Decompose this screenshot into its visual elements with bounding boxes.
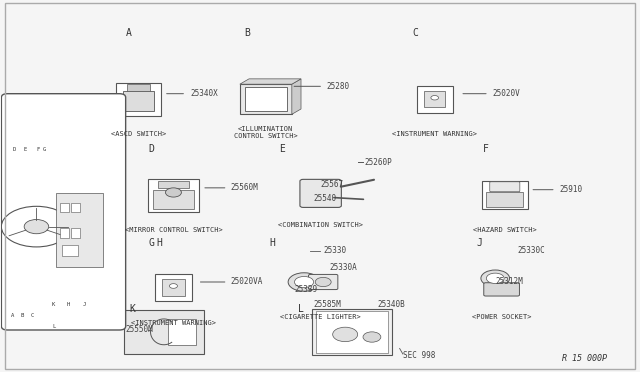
Circle shape [316, 278, 331, 286]
Text: 25260P: 25260P [365, 157, 392, 167]
FancyBboxPatch shape [245, 87, 287, 111]
FancyBboxPatch shape [417, 86, 452, 112]
Text: SEC 998: SEC 998 [403, 351, 435, 360]
Text: <MIRROR CONTROL SWITCH>: <MIRROR CONTROL SWITCH> [125, 227, 222, 233]
Text: 25340X: 25340X [191, 89, 218, 98]
FancyBboxPatch shape [240, 84, 292, 114]
Circle shape [486, 273, 504, 283]
Text: <ILLUMINATION
CONTROL SWITCH>: <ILLUMINATION CONTROL SWITCH> [234, 126, 298, 139]
Text: H: H [157, 238, 163, 248]
Text: K: K [129, 304, 135, 314]
Text: D: D [148, 144, 154, 154]
FancyBboxPatch shape [72, 228, 81, 238]
Text: L: L [52, 324, 55, 329]
FancyBboxPatch shape [123, 91, 154, 111]
Text: G: G [148, 238, 154, 248]
FancyBboxPatch shape [56, 193, 103, 267]
Text: E: E [24, 147, 28, 151]
Text: <INSTRUMENT WARNING>: <INSTRUMENT WARNING> [131, 320, 216, 326]
Text: L: L [298, 304, 304, 314]
FancyBboxPatch shape [148, 179, 199, 212]
Text: 25550M: 25550M [125, 326, 154, 334]
Text: 25340B: 25340B [378, 300, 405, 309]
Text: B: B [244, 28, 250, 38]
Circle shape [288, 273, 320, 291]
Text: C: C [413, 28, 419, 38]
Text: A: A [12, 313, 15, 318]
FancyBboxPatch shape [155, 273, 192, 301]
Text: <POWER SOCKET>: <POWER SOCKET> [472, 314, 531, 320]
Polygon shape [240, 79, 301, 84]
Text: 25330A: 25330A [330, 263, 357, 272]
FancyBboxPatch shape [153, 190, 194, 209]
FancyArrowPatch shape [341, 180, 374, 187]
Text: 25567: 25567 [320, 180, 343, 189]
Text: C: C [30, 313, 34, 318]
Circle shape [294, 276, 314, 288]
Polygon shape [292, 79, 301, 114]
FancyBboxPatch shape [62, 245, 78, 256]
FancyBboxPatch shape [60, 228, 69, 238]
Text: 25020V: 25020V [492, 89, 520, 98]
Text: <ASCD SWITCH>: <ASCD SWITCH> [111, 131, 166, 137]
Text: B: B [20, 313, 24, 318]
FancyBboxPatch shape [60, 203, 69, 212]
FancyBboxPatch shape [1, 94, 125, 330]
Circle shape [170, 284, 177, 288]
Text: <COMBINATION SWITCH>: <COMBINATION SWITCH> [278, 222, 362, 228]
Text: <INSTRUMENT WARNING>: <INSTRUMENT WARNING> [392, 131, 477, 137]
FancyBboxPatch shape [127, 84, 150, 91]
FancyBboxPatch shape [300, 179, 341, 208]
Text: H: H [67, 302, 70, 307]
FancyBboxPatch shape [482, 181, 528, 209]
FancyBboxPatch shape [168, 319, 196, 345]
Text: G: G [43, 147, 46, 151]
Circle shape [481, 270, 509, 286]
Text: 25020VA: 25020VA [231, 278, 263, 286]
Text: 25339: 25339 [294, 285, 317, 294]
Text: 25910: 25910 [559, 185, 582, 194]
Circle shape [24, 219, 49, 234]
Text: J: J [476, 238, 483, 248]
FancyBboxPatch shape [424, 91, 445, 107]
Circle shape [431, 96, 438, 100]
FancyBboxPatch shape [124, 310, 204, 354]
Text: R 15 000P: R 15 000P [562, 354, 607, 363]
FancyBboxPatch shape [116, 83, 161, 116]
Text: 25312M: 25312M [495, 278, 523, 286]
Text: 25540: 25540 [314, 195, 337, 203]
Text: A: A [126, 28, 132, 38]
Text: <CIGARETTE LIGHTER>: <CIGARETTE LIGHTER> [280, 314, 360, 320]
Text: D: D [13, 147, 16, 151]
FancyBboxPatch shape [158, 181, 189, 188]
Text: 25585M: 25585M [314, 300, 341, 309]
Text: 25330: 25330 [323, 246, 346, 255]
Text: 25560M: 25560M [231, 183, 259, 192]
Text: 25330C: 25330C [518, 246, 545, 255]
Text: F: F [483, 144, 488, 154]
FancyBboxPatch shape [490, 182, 520, 192]
FancyBboxPatch shape [484, 283, 520, 296]
FancyBboxPatch shape [486, 192, 523, 206]
FancyBboxPatch shape [316, 311, 388, 353]
Circle shape [333, 327, 358, 341]
Circle shape [166, 188, 181, 197]
Circle shape [1, 206, 72, 247]
Text: K: K [52, 302, 55, 307]
FancyBboxPatch shape [72, 203, 81, 212]
FancyBboxPatch shape [312, 309, 392, 355]
FancyBboxPatch shape [162, 279, 185, 296]
Text: <HAZARD SWITCH>: <HAZARD SWITCH> [473, 227, 537, 233]
Text: J: J [83, 302, 86, 307]
Text: E: E [279, 144, 285, 154]
FancyBboxPatch shape [308, 275, 338, 289]
FancyArrowPatch shape [334, 198, 364, 199]
Text: H: H [269, 238, 275, 248]
Circle shape [363, 332, 381, 342]
Text: 25280: 25280 [326, 82, 349, 91]
Text: F: F [36, 147, 39, 151]
